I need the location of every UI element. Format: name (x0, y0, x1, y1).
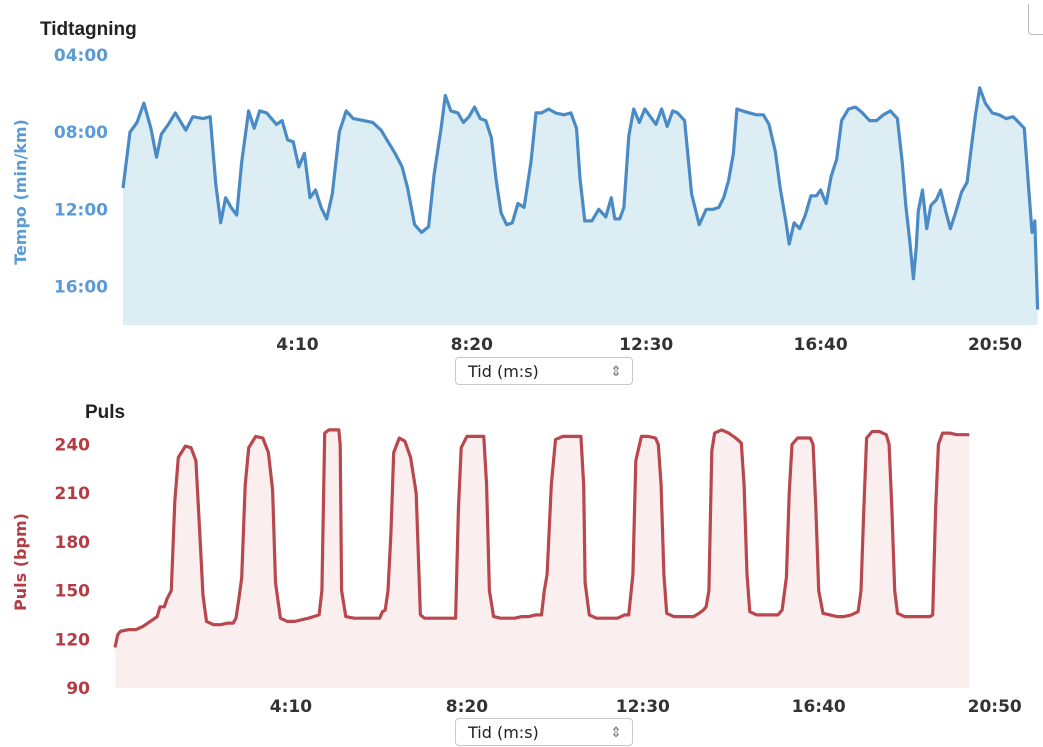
tempo-y-tick-label: 04:00 (54, 46, 108, 66)
puls-series-line (113, 428, 970, 648)
tempo-y-tick-label: 08:00 (54, 123, 108, 143)
tempo-y-ticks: 04:00 08:00 12:00 16:00 (54, 46, 108, 297)
puls-x-axis-select[interactable]: Tid (m:s) ⇕ (455, 718, 633, 746)
tempo-x-tick-label: 16:40 (794, 335, 848, 355)
puls-y-tick-label: 120 (55, 630, 91, 650)
tempo-x-tick-label: 8:20 (451, 335, 493, 355)
puls-x-ticks: 4:10 8:20 12:30 16:40 20:50 (270, 697, 1022, 717)
puls-x-tick-label: 20:50 (968, 697, 1022, 717)
puls-y-tick-label: 180 (55, 533, 91, 553)
select-arrows-icon: ⇕ (610, 364, 622, 380)
tempo-area-fill (123, 87, 1038, 325)
tempo-y-tick-label: 16:00 (54, 277, 108, 297)
tempo-x-axis-select[interactable]: Tid (m:s) ⇕ (455, 357, 633, 385)
puls-x-tick-label: 8:20 (446, 697, 488, 717)
puls-y-tick-label: 150 (55, 582, 91, 602)
tempo-x-axis-select-value: Tid (m:s) (468, 361, 539, 381)
puls-y-tick-label: 240 (55, 436, 91, 456)
tempo-x-tick-label: 20:50 (968, 335, 1022, 355)
select-arrows-icon: ⇕ (610, 725, 622, 741)
tempo-x-ticks: 4:10 8:20 12:30 16:40 20:50 (276, 335, 1022, 355)
tempo-chart-title: Tidtagning (40, 19, 137, 40)
puls-chart-title: Puls (85, 402, 125, 423)
puls-y-axis-label: Puls (bpm) (11, 513, 30, 611)
tempo-y-axis-label: Tempo (min/km) (11, 119, 30, 265)
puls-y-ticks: 90 120 150 180 210 240 (55, 436, 91, 700)
tempo-y-tick-label: 12:00 (54, 200, 108, 220)
puls-x-tick-label: 12:30 (616, 697, 670, 717)
tempo-x-tick-label: 4:10 (276, 335, 318, 355)
puls-x-axis-select-value: Tid (m:s) (468, 722, 539, 742)
puls-x-tick-label: 16:40 (792, 697, 846, 717)
puls-y-tick-label: 90 (66, 679, 90, 699)
tempo-series-line (121, 86, 1040, 310)
puls-x-tick-label: 4:10 (270, 697, 312, 717)
puls-chart: Puls 90 120 150 180 210 240 4:10 8:20 12:30 16:4… (11, 402, 1022, 717)
tempo-chart: Tidtagning 04:00 08:00 12:00 16:00 4:10 8:20… (11, 19, 1040, 355)
window-corner-decoration (1028, 4, 1043, 35)
puls-y-tick-label: 210 (55, 484, 91, 504)
tempo-x-tick-label: 12:30 (619, 335, 673, 355)
puls-area-fill (115, 429, 970, 688)
